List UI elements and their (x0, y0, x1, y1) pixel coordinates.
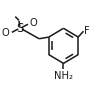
Text: O: O (30, 18, 38, 28)
Text: F: F (84, 26, 90, 36)
Text: S: S (16, 22, 24, 35)
Text: NH₂: NH₂ (54, 71, 73, 81)
Text: O: O (2, 28, 10, 38)
